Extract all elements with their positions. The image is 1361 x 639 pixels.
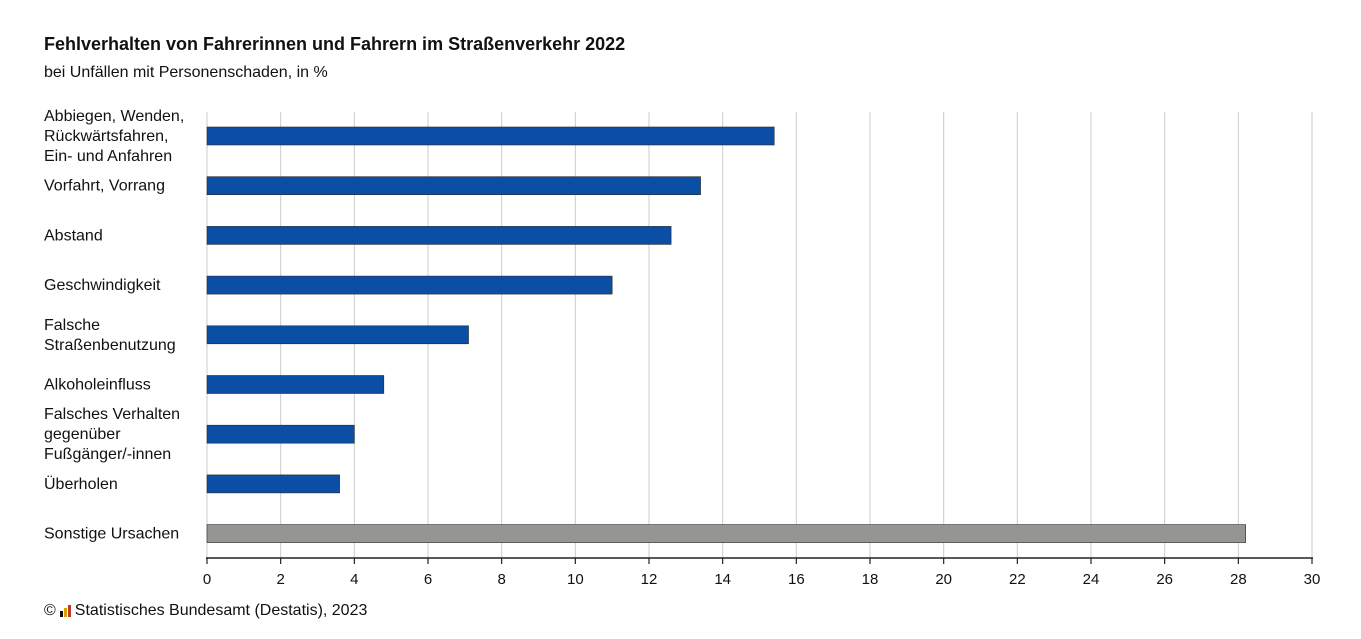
category-label-1-line-0: Vorfahrt, Vorrang [44,178,165,195]
category-label-2-line-0: Abstand [44,227,103,244]
destatis-logo-icon [59,605,71,617]
x-tick-label-11: 22 [1009,571,1026,588]
category-label-6-line-0: Falsches Verhalten [44,406,180,423]
x-tick-label-12: 24 [1083,571,1100,588]
x-tick-label-4: 8 [497,571,505,588]
category-label-0-line-0: Abbiegen, Wenden, [44,108,184,125]
bar-3 [206,275,613,295]
category-labels: Abbiegen, Wenden, Rückwärtsfahren, Ein- un… [44,108,184,543]
category-label-1: Vorfahrt, Vorrang [44,178,165,195]
x-tick-label-0: 0 [203,571,211,588]
category-label-8-line-0: Sonstige Ursachen [44,526,179,543]
copyright-symbol: © [44,602,56,619]
x-tick-label-15: 30 [1304,571,1321,588]
bar-6 [206,424,355,444]
category-label-3-line-0: Geschwindigkeit [44,277,161,294]
source-note: © Statistisches Bundesamt (Destatis), 20… [44,602,367,620]
bar-5 [206,375,385,394]
bar-0 [206,126,775,146]
category-label-5-line-0: Alkoholeinfluss [44,377,151,394]
category-label-0-line-1: Rückwärtsfahren, [44,128,169,145]
category-label-4-line-0: Falsche [44,317,100,334]
bar-chart: Abbiegen, Wenden, Rückwärtsfahren, Ein- un… [44,108,1321,588]
chart-subtitle: bei Unfällen mit Personenschaden, in % [44,64,328,81]
x-tick-label-3: 6 [424,571,432,588]
bars [206,126,1246,543]
category-label-7-line-0: Überholen [44,475,118,493]
category-label-6-line-2: Fußgänger/-innen [44,446,171,463]
x-tick-label-6: 12 [641,571,658,588]
category-label-6-line-1: gegenüber [44,426,121,443]
category-label-7: Überholen [44,475,118,493]
category-label-4: Falsche Straßenbenutzung [44,317,176,354]
x-tick-label-13: 26 [1156,571,1173,588]
category-label-5: Alkoholeinfluss [44,377,151,394]
x-tick-label-8: 16 [788,571,805,588]
x-tick-label-1: 2 [276,571,284,588]
x-axis: 0 2 4 6 8 10 12 14 16 18 20 22 24 26 28 30 [203,557,1321,588]
x-tick-label-10: 20 [935,571,952,588]
x-tick-label-5: 10 [567,571,584,588]
x-tick-label-9: 18 [862,571,879,588]
chart-title: Fehlverhalten von Fahrerinnen und Fahrer… [44,34,626,54]
source-text: Statistisches Bundesamt (Destatis), 2023 [74,602,368,619]
category-label-0: Abbiegen, Wenden, Rückwärtsfahren, Ein- un… [44,108,184,165]
bar-2 [206,226,672,245]
bar-1 [206,176,701,195]
category-label-8: Sonstige Ursachen [44,526,179,543]
category-label-2: Abstand [44,227,103,244]
bar-7 [206,474,340,494]
category-label-4-line-1: Straßenbenutzung [44,337,176,354]
x-tick-label-2: 4 [350,571,358,588]
category-label-0-line-2: Ein- und Anfahren [44,148,172,165]
x-tick-label-7: 14 [714,571,731,588]
x-tick-label-14: 28 [1230,571,1247,588]
category-label-6: Falsches Verhalten gegenüber Fußgänger/-in… [44,406,180,463]
bar-8 [206,524,1246,543]
category-label-3: Geschwindigkeit [44,277,161,294]
bar-4 [206,325,469,345]
